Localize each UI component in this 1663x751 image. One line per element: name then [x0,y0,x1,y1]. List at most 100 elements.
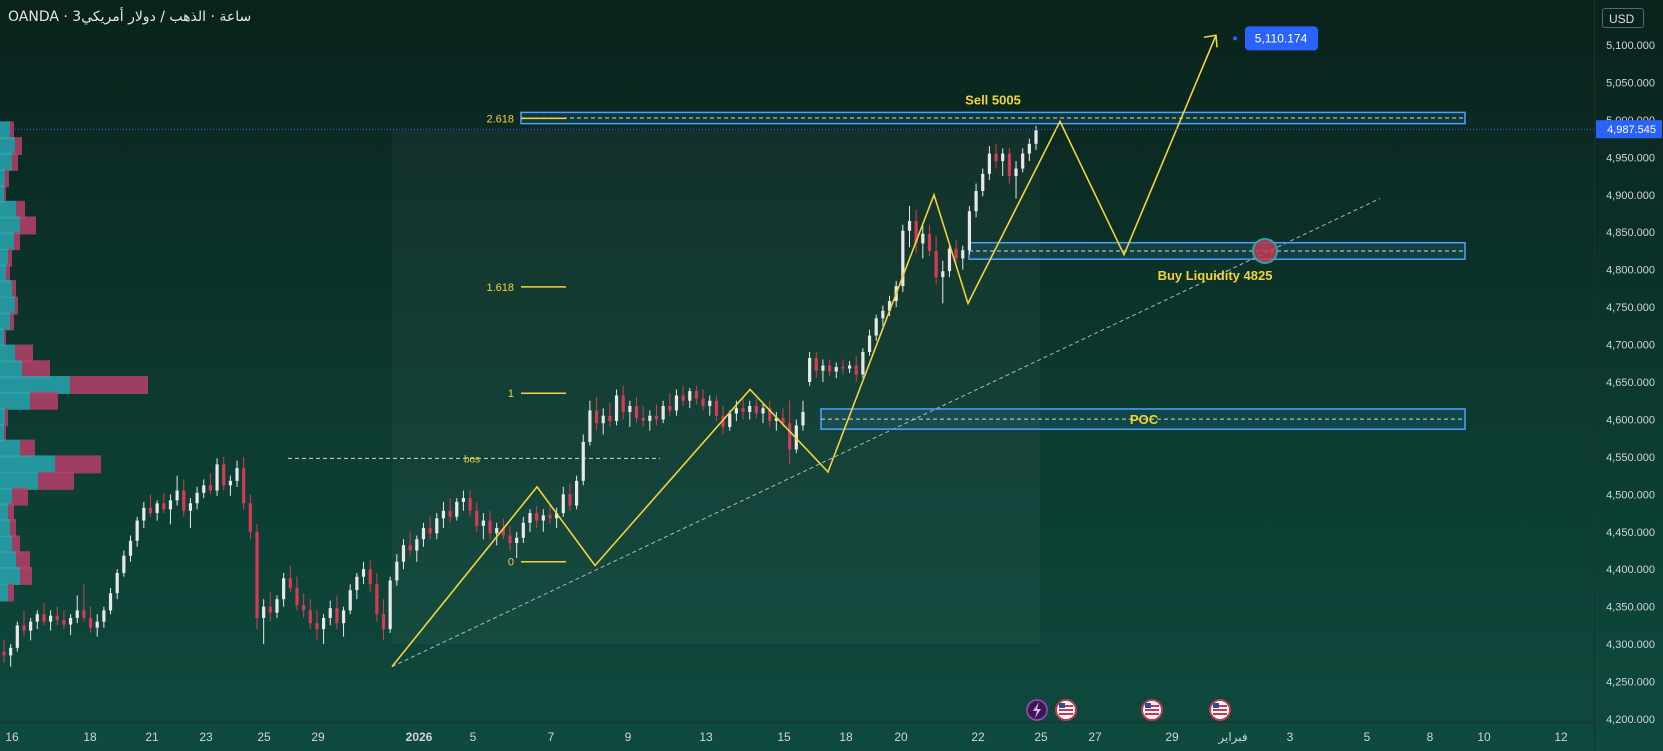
volume-profile-bar-up [0,169,5,188]
currency-selector[interactable]: USD [1602,8,1644,28]
candle-body [621,395,625,412]
candle-body [242,468,246,504]
volume-profile-bar-up [0,535,12,554]
target-badge [1245,26,1318,51]
candle-body [741,408,745,412]
volume-profile-bar-down [38,471,74,490]
candle-body [122,555,126,573]
volume-profile-bar-up [0,296,15,315]
candle-body [388,580,392,630]
candle-body [641,417,645,421]
volume-profile-bar-up [0,583,8,602]
candle-body [967,211,972,251]
candle-body [68,617,73,625]
candle-body [648,415,652,421]
volume-profile-bar-down [8,583,14,602]
volume-profile-bar-down [16,551,30,570]
candle-body [441,510,446,519]
candle-body [754,405,758,414]
candle-body [708,400,712,406]
volume-profile-bar-up [0,487,12,506]
volume-profile-bar-down [8,248,12,267]
candle-body [115,572,119,594]
poc-label: POC [1130,412,1159,427]
candle-body [521,522,525,538]
candle-body [774,417,778,421]
time-tick-label: 18 [83,730,97,744]
time-tick-label: 22 [971,730,985,744]
candle-body [694,390,699,399]
flag-icon-canton [1145,703,1151,708]
bos-label: bos [464,454,480,465]
candle-body [282,578,286,600]
candle-body [228,480,232,486]
candle-body [135,520,139,541]
candle-body [262,606,266,618]
time-tick-label: 8 [1427,730,1434,744]
flag-icon-stripe [1145,713,1159,715]
chart-title[interactable]: OANDA · 3ساعة · الذهب / دولار أمريكي [8,9,252,25]
candle-body [341,610,346,624]
volume-profile-bar-up [0,439,20,458]
candle-body [954,248,958,259]
candle-body [881,310,885,319]
volume-profile-bar-up [0,121,10,140]
volume-profile-bar-up [0,408,5,427]
candle-body [195,492,199,504]
price-axis-divider [1594,0,1595,751]
volume-profile-bar-up [0,391,30,410]
flag-icon-stripe [1213,713,1227,715]
time-tick-label: 16 [5,730,19,744]
volume-profile-bar-up [0,503,8,522]
candle-body [448,510,452,517]
candle-body [714,400,719,416]
volume-profile-bar-down [12,280,16,299]
candle-body [914,220,918,244]
volume-profile-bar-down [22,360,50,379]
candle-body [628,405,632,412]
time-tick-label: 29 [311,730,325,744]
volume-profile [0,121,148,602]
fib-level-label: 1.618 [486,282,514,294]
candle-body [481,520,485,526]
volume-profile-bar-down [30,391,58,410]
candle-body [821,365,825,371]
flag-icon-stripe [1059,705,1073,707]
candle-body [188,503,193,511]
candle-body [2,651,6,656]
candle-body [288,578,292,588]
liquidity-marker [1252,237,1278,264]
candle-body [95,621,99,628]
candle-body [981,173,985,192]
candle-body [634,405,639,418]
candle-body [381,614,386,630]
volume-profile-bar-down [55,455,101,474]
candle-body [847,365,852,369]
candle-body [102,610,106,622]
candle-body [927,233,932,251]
range-highlight [392,130,1040,644]
projection-path [391,34,1217,668]
candle-body [435,518,439,534]
volume-profile-bar-up [0,375,70,394]
fib-level-label: 0 [508,557,514,569]
volume-profile-bar-down [10,312,14,331]
candle-body [748,405,752,412]
candle-body [475,510,479,526]
candle-body [594,410,599,424]
candle-body [15,625,19,648]
current-price-tag [1596,120,1662,139]
candle-body [88,617,93,628]
volume-profile-bar-down [4,185,6,204]
price-tick-label: 4,350.000 [1606,602,1655,614]
candle-body [348,590,352,611]
candle-body [501,528,505,536]
volume-profile-bar-down [12,535,20,554]
us-flag-icon [1209,699,1231,721]
volume-profile-bar-down [6,264,10,283]
time-tick-label: 5 [470,730,477,744]
time-axis-divider [0,722,1594,723]
buy-liquidity-label: Buy Liquidity 4825 [1158,268,1273,283]
candle-body [315,623,319,630]
